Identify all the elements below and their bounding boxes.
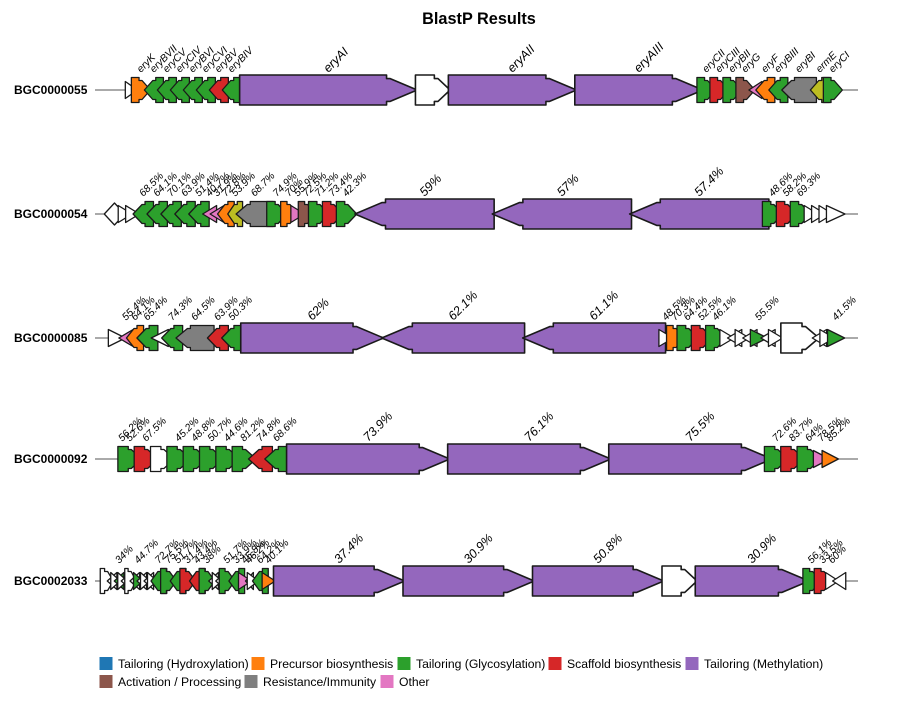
svg-text:Tailoring (Glycosylation): Tailoring (Glycosylation) (416, 657, 545, 671)
svg-text:Other: Other (399, 675, 429, 689)
svg-text:BGC0000092: BGC0000092 (14, 452, 88, 466)
svg-text:Scaffold biosynthesis: Scaffold biosynthesis (567, 657, 681, 671)
svg-text:BGC0002033: BGC0002033 (14, 574, 88, 588)
svg-text:Precursor biosynthesis: Precursor biosynthesis (270, 657, 393, 671)
svg-text:Tailoring (Methylation): Tailoring (Methylation) (704, 657, 823, 671)
svg-text:Activation / Processing: Activation / Processing (118, 675, 241, 689)
svg-text:BGC0000085: BGC0000085 (14, 331, 88, 345)
svg-text:BlastP Results: BlastP Results (422, 10, 536, 28)
svg-text:BGC0000055: BGC0000055 (14, 83, 88, 97)
svg-text:Tailoring (Hydroxylation): Tailoring (Hydroxylation) (118, 657, 249, 671)
svg-text:BGC0000054: BGC0000054 (14, 207, 88, 221)
svg-text:Resistance/Immunity: Resistance/Immunity (263, 675, 377, 689)
